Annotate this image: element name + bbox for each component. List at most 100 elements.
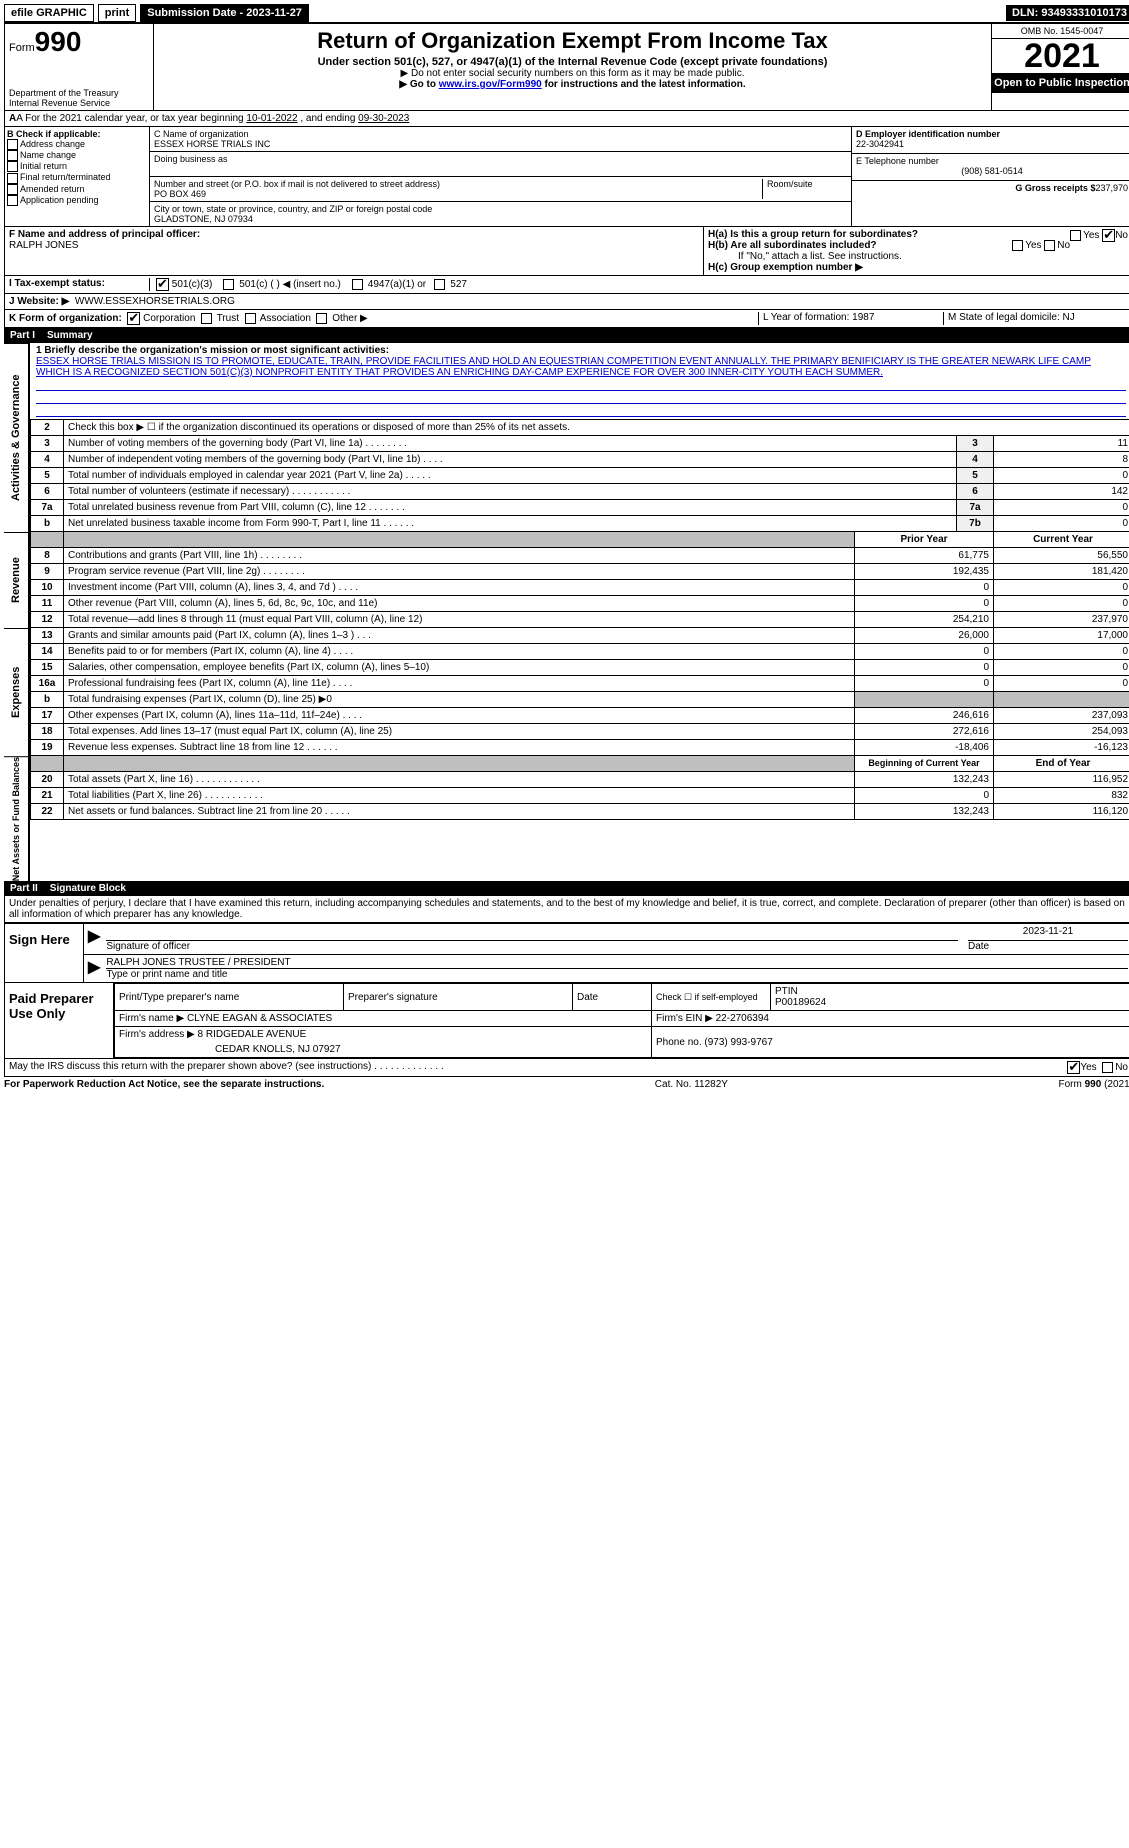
- firm-phone: (973) 993-9767: [704, 1037, 772, 1048]
- row-a-mid: , and ending: [298, 113, 359, 124]
- opt-name: Name change: [20, 150, 76, 160]
- city-state-zip: GLADSTONE, NJ 07934: [154, 214, 253, 224]
- chk-initial[interactable]: [7, 161, 18, 172]
- hb-yes[interactable]: [1012, 240, 1023, 251]
- b4: 4: [957, 452, 994, 468]
- ed17: Other expenses (Part IX, column (A), lin…: [64, 708, 855, 724]
- rd9: Program service revenue (Part VIII, line…: [64, 564, 855, 580]
- submission-date: Submission Date - 2023-11-27: [140, 4, 309, 22]
- print-button[interactable]: print: [98, 4, 136, 22]
- chk-pending[interactable]: [7, 195, 18, 206]
- side-governance: Activities & Governance: [4, 343, 29, 532]
- governance-table: 2Check this box ▶ ☐ if the organization …: [30, 420, 1129, 532]
- part-2-header: Part II Signature Block: [4, 881, 1129, 896]
- np22: 132,243: [855, 804, 994, 820]
- chk-amended[interactable]: [7, 184, 18, 195]
- opt-corp: Corporation: [143, 313, 195, 324]
- goto-post: for instructions and the latest informat…: [542, 79, 746, 90]
- d7a: Total unrelated business revenue from Pa…: [64, 500, 957, 516]
- d6: Total number of volunteers (estimate if …: [64, 484, 957, 500]
- chk-501c3[interactable]: [156, 278, 169, 291]
- chk-501c[interactable]: [223, 279, 234, 290]
- nc20: 116,952: [994, 772, 1129, 788]
- page-footer: For Paperwork Reduction Act Notice, see …: [4, 1077, 1129, 1092]
- sig-date: 2023-11-21: [968, 926, 1128, 941]
- no-3: No: [1115, 1062, 1128, 1073]
- ep15: 0: [855, 660, 994, 676]
- rn10: 10: [31, 580, 64, 596]
- chk-address-change[interactable]: [7, 139, 18, 150]
- nd22: Net assets or fund balances. Subtract li…: [64, 804, 855, 820]
- mission-text[interactable]: ESSEX HORSE TRIALS MISSION IS TO PROMOTE…: [36, 356, 1091, 378]
- opt-other: Other ▶: [332, 313, 367, 324]
- irs-label: Internal Revenue Service: [9, 98, 149, 108]
- ha-label: H(a) Is this a group return for subordin…: [708, 229, 918, 240]
- form-990-footer: 990: [1085, 1079, 1102, 1090]
- irs-gov-link[interactable]: www.irs.gov/Form990: [439, 79, 542, 90]
- ptin-value: P00189624: [775, 997, 826, 1008]
- ep18: 272,616: [855, 724, 994, 740]
- ep14: 0: [855, 644, 994, 660]
- room-label: Room/suite: [763, 179, 847, 199]
- state-domicile: M State of legal domicile: NJ: [943, 312, 1128, 325]
- discuss-yes[interactable]: [1067, 1061, 1080, 1074]
- ep19: -18,406: [855, 740, 994, 756]
- revenue-section: Revenue Prior YearCurrent Year 8Contribu…: [4, 532, 1129, 628]
- opt-address: Address change: [20, 139, 85, 149]
- dba-label: Doing business as: [154, 154, 228, 164]
- chk-527[interactable]: [434, 279, 445, 290]
- row-a-tax-year: AA For the 2021 calendar year, or tax ye…: [4, 111, 1129, 127]
- d7b: Net unrelated business taxable income fr…: [64, 516, 957, 532]
- rn11: 11: [31, 596, 64, 612]
- nc21: 832: [994, 788, 1129, 804]
- col-b-checkboxes: B Check if applicable: Address change Na…: [5, 127, 150, 226]
- rd11: Other revenue (Part VIII, column (A), li…: [64, 596, 855, 612]
- efile-label: efile GRAPHIC: [4, 4, 94, 22]
- chk-name-change[interactable]: [7, 150, 18, 161]
- ha-yes[interactable]: [1070, 230, 1081, 241]
- nn20: 20: [31, 772, 64, 788]
- prep-sig-hdr: Preparer's signature: [344, 984, 573, 1011]
- n7a: 7a: [31, 500, 64, 516]
- chk-assoc[interactable]: [245, 313, 256, 324]
- hb-label: H(b) Are all subordinates included?: [708, 240, 877, 251]
- en17: 17: [31, 708, 64, 724]
- b7a: 7a: [957, 500, 994, 516]
- city-label: City or town, state or province, country…: [154, 204, 432, 214]
- firm-phone-label: Phone no.: [656, 1037, 702, 1048]
- rn9: 9: [31, 564, 64, 580]
- officer-typed-name: RALPH JONES TRUSTEE / PRESIDENT: [106, 957, 1128, 969]
- ep13: 26,000: [855, 628, 994, 644]
- np20: 132,243: [855, 772, 994, 788]
- part-1-header: Part I Summary: [4, 328, 1129, 343]
- sig-officer-label: Signature of officer: [106, 941, 190, 952]
- ha-no[interactable]: [1102, 229, 1115, 242]
- phone: (908) 581-0514: [856, 166, 1128, 176]
- v3: 11: [994, 436, 1129, 452]
- hb-no[interactable]: [1044, 240, 1055, 251]
- chk-corp[interactable]: [127, 312, 140, 325]
- ep16a: 0: [855, 676, 994, 692]
- street-address: PO BOX 469: [154, 189, 206, 199]
- rp12: 254,210: [855, 612, 994, 628]
- en13: 13: [31, 628, 64, 644]
- chk-4947[interactable]: [352, 279, 363, 290]
- b-label: B Check if applicable:: [7, 129, 101, 139]
- en14: 14: [31, 644, 64, 660]
- i-label: I Tax-exempt status:: [9, 278, 105, 289]
- discuss-no[interactable]: [1102, 1062, 1113, 1073]
- nn22: 22: [31, 804, 64, 820]
- line-2: Check this box ▶ ☐ if the organization d…: [64, 420, 1129, 436]
- c-label: C Name of organization: [154, 129, 249, 139]
- chk-final[interactable]: [7, 173, 18, 184]
- b7b: 7b: [957, 516, 994, 532]
- website-url: WWW.ESSEXHORSETRIALS.ORG: [75, 296, 235, 307]
- chk-other[interactable]: [316, 313, 327, 324]
- ptin-label: PTIN: [775, 986, 798, 997]
- opt-pending: Application pending: [20, 195, 99, 205]
- section-f-h: F Name and address of principal officer:…: [4, 227, 1129, 276]
- governance-section: Activities & Governance 1 Briefly descri…: [4, 343, 1129, 532]
- chk-trust[interactable]: [201, 313, 212, 324]
- year-end: 09-30-2023: [358, 113, 409, 124]
- ep16b: [855, 692, 994, 708]
